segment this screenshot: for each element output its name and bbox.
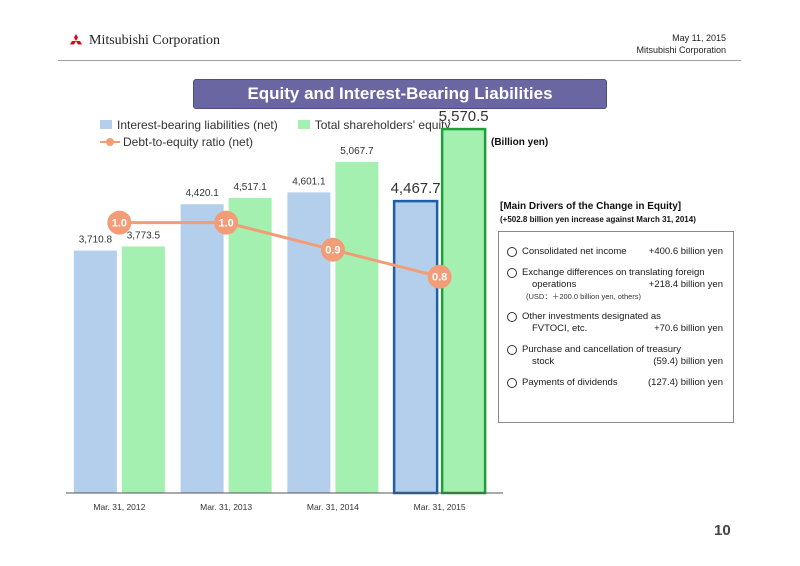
liabilities-bar [73,250,117,493]
liabilities-bar [392,199,439,495]
ratio-data-label: 0.8 [432,272,447,284]
equity-data-label: 3,773.5 [127,230,161,241]
liabilities-data-label: 4,601.1 [292,176,326,187]
driver-value: (59.4) billion yen [653,356,723,367]
x-tick-label: Mar. 31, 2012 [93,502,145,512]
liabilities-bar [287,192,331,493]
ratio-point [107,210,132,235]
driver-label-continued: stock [532,356,555,367]
equity-bar [121,246,165,493]
equity-bar [440,127,487,495]
ratio-data-label: 1.0 [218,218,233,230]
ratio-line [119,221,440,279]
ratio-point [320,237,345,262]
drivers-heading: [Main Drivers of the Change in Equity] (… [500,200,696,226]
equity-data-label: 5,570.5 [439,108,489,125]
chart-legend: Interest-bearing liabilities (net) Total… [100,116,450,150]
equity-bar [228,197,272,493]
driver-item: Exchange differences on translating fore… [507,267,723,302]
legend-liabilities-label: Interest-bearing liabilities (net) [117,117,278,132]
driver-label: Purchase and cancellation of treasury [522,344,681,355]
liabilities-data-label: 4,467.7 [391,180,441,197]
equity-data-label: 4,517.1 [233,182,267,193]
company-name: Mitsubishi Corporation [89,33,221,48]
driver-label: Payments of dividends [522,377,618,388]
header-date: May 11, 2015 [672,33,726,43]
driver-label: Exchange differences on translating fore… [522,267,705,278]
circle-bullet-icon [507,345,517,355]
page-number: 10 [714,522,731,539]
ratio-data-label: 0.9 [325,245,340,257]
equity-data-label: 5,067.7 [340,146,374,157]
driver-note: (USD：＋200.0 billion yen, others) [526,292,642,301]
x-tick-label: Mar. 31, 2014 [307,502,359,512]
driver-label: Consolidated net income [522,246,627,257]
driver-item: Purchase and cancellation of treasury st… [507,344,723,368]
x-tick-label: Mar. 31, 2015 [414,502,466,512]
ratio-data-label: 1.0 [112,218,127,230]
x-tick-label: Mar. 31, 2013 [200,502,252,512]
ratio-point [214,210,239,235]
legend-liabilities-swatch [100,120,112,129]
circle-bullet-icon [507,268,517,278]
driver-value: +400.6 billion yen [648,246,723,257]
circle-bullet-icon [507,378,517,388]
drivers-title: [Main Drivers of the Change in Equity] [500,201,682,212]
legend-ratio-label: Debt-to-equity ratio (net) [123,134,254,149]
drivers-box: Consolidated net income +400.6 billion ye… [498,231,734,423]
driver-label-continued: FVTOCI, etc. [532,323,588,334]
driver-label: Other investments designated as [522,311,661,322]
legend-equity-label: Total shareholders' equity [314,117,451,132]
driver-value: (127.4) billion yen [648,377,723,388]
legend-equity-swatch [297,120,310,129]
three-diamonds-icon [70,34,82,45]
circle-bullet-icon [507,312,517,322]
unit-label: (Billion yen) [491,137,549,148]
header-divider [58,60,741,61]
header-date-block: May 11, 2015 Mitsubishi Corporation [636,32,726,56]
liabilities-data-label: 3,710.8 [79,235,113,246]
driver-item: Other investments designated as FVTOCI, … [507,311,723,335]
circle-bullet-icon [507,247,517,257]
slide-title: Equity and Interest-Bearing Liabilities [193,79,607,109]
legend-ratio-marker [100,137,120,146]
driver-label-continued: operations [532,279,577,290]
driver-item: Payments of dividends (127.4) billion yen [507,377,723,389]
ratio-point [427,264,452,289]
liabilities-data-label: 4,420.1 [185,188,219,199]
drivers-subtitle: (+502.8 billion yen increase against Mar… [500,215,696,224]
driver-item: Consolidated net income +400.6 billion ye… [507,246,723,258]
liabilities-bar [180,204,224,493]
header-issuer: Mitsubishi Corporation [636,45,726,55]
equity-bar [335,161,379,493]
driver-value: +218.4 billion yen [648,279,723,290]
company-logo: Mitsubishi Corporation [68,33,220,49]
driver-value: +70.6 billion yen [654,323,723,334]
